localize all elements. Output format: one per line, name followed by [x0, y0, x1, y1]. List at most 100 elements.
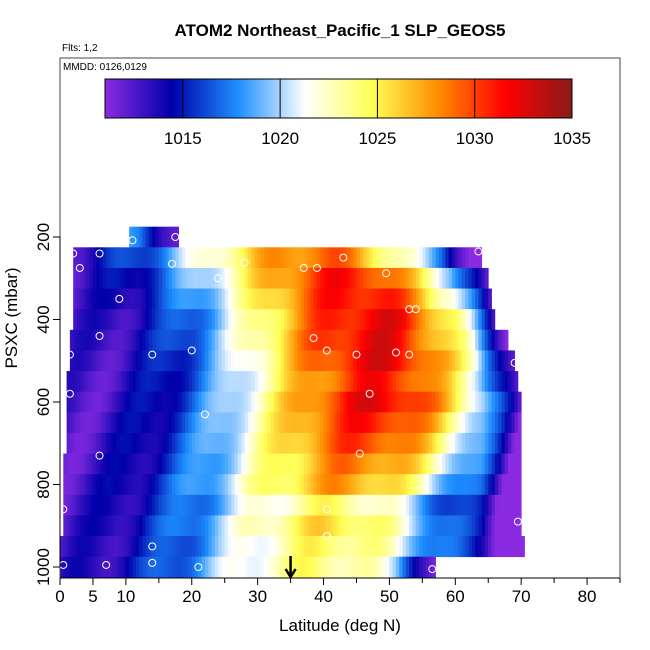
heatmap-cell: [237, 350, 242, 372]
heatmap-cell: [73, 474, 77, 496]
heatmap-cell: [297, 494, 301, 516]
heatmap-cell: [432, 412, 436, 434]
heatmap-cell: [96, 371, 100, 393]
heatmap-cell: [79, 288, 84, 310]
heatmap-cell: [517, 536, 522, 558]
heatmap-cell: [195, 474, 199, 496]
heatmap-cell: [316, 267, 321, 289]
heatmap-cell: [297, 288, 301, 310]
heatmap-cell: [290, 536, 295, 558]
heatmap-cell: [211, 391, 216, 413]
heatmap-cell: [234, 391, 239, 413]
heatmap-cell: [303, 329, 308, 351]
heatmap-cell: [139, 371, 143, 393]
heatmap-cell: [313, 309, 318, 331]
heatmap-cell: [152, 391, 156, 413]
heatmap-cell: [353, 371, 357, 393]
heatmap-cell: [99, 536, 104, 558]
heatmap-cell: [198, 391, 203, 413]
heatmap-cell: [402, 515, 407, 537]
heatmap-cell: [438, 329, 443, 351]
heatmap-cell: [214, 247, 219, 269]
heatmap-cell: [303, 288, 308, 310]
heatmap-cell: [389, 453, 394, 475]
heatmap-cell: [419, 494, 423, 516]
heatmap-cell: [425, 536, 430, 558]
heatmap-cell: [465, 288, 469, 310]
heatmap-cell: [155, 226, 160, 248]
heatmap-cell: [379, 432, 384, 454]
heatmap-cell: [185, 453, 189, 475]
heatmap-cell: [419, 474, 423, 496]
heatmap-cell: [399, 494, 403, 516]
heatmap-cell: [313, 329, 318, 351]
heatmap-cell: [257, 536, 262, 558]
heatmap-cell: [363, 309, 367, 331]
heatmap-cell: [178, 371, 183, 393]
heatmap-cell: [310, 556, 315, 578]
heatmap-cell: [481, 412, 486, 434]
heatmap-cell: [257, 247, 262, 269]
heatmap-cell: [79, 267, 84, 289]
heatmap-cell: [333, 412, 338, 434]
heatmap-cell: [201, 494, 206, 516]
heatmap-cell: [478, 247, 483, 269]
heatmap-cell: [270, 267, 275, 289]
heatmap-cell: [92, 474, 97, 496]
heatmap-cell: [244, 412, 249, 434]
heatmap-cell: [125, 350, 130, 372]
heatmap-cell: [438, 536, 443, 558]
heatmap-cell: [228, 350, 232, 372]
observation-point: [513, 517, 522, 526]
heatmap-cell: [63, 536, 67, 558]
heatmap-cell: [287, 267, 291, 289]
heatmap-cell: [66, 412, 71, 434]
observation-point: [352, 350, 361, 359]
heatmap-cell: [270, 309, 275, 331]
heatmap-cell: [158, 536, 163, 558]
heatmap-cell: [201, 371, 206, 393]
heatmap-cell: [346, 494, 351, 516]
heatmap-cell: [112, 371, 117, 393]
heatmap-cell: [511, 371, 515, 393]
heatmap-cell: [428, 412, 433, 434]
heatmap-cell: [60, 556, 64, 578]
heatmap-cell: [501, 536, 506, 558]
heatmap-cell: [359, 391, 364, 413]
heatmap-cell: [402, 474, 407, 496]
heatmap-cell: [264, 247, 268, 269]
heatmap-cell: [106, 556, 110, 578]
heatmap-cell: [119, 371, 123, 393]
heatmap-cell: [455, 329, 459, 351]
heatmap-cell: [142, 412, 147, 434]
heatmap-cell: [425, 267, 430, 289]
heatmap-cell: [488, 453, 492, 475]
heatmap-cell: [145, 288, 150, 310]
heatmap-cell: [198, 350, 203, 372]
heatmap-cell: [92, 267, 97, 289]
heatmap-cell: [214, 391, 219, 413]
heatmap-cell: [224, 350, 229, 372]
heatmap-cell: [287, 329, 291, 351]
heatmap-cell: [270, 432, 275, 454]
heatmap-cell: [83, 391, 87, 413]
heatmap-cell: [195, 536, 199, 558]
heatmap-cell: [277, 412, 282, 434]
heatmap-cell: [326, 267, 331, 289]
heatmap-cell: [155, 247, 160, 269]
heatmap-cell: [92, 536, 97, 558]
heatmap-cell: [498, 350, 502, 372]
heatmap-cell: [132, 288, 137, 310]
heatmap-cell: [498, 329, 502, 351]
heatmap-cell: [83, 494, 87, 516]
heatmap-cell: [257, 267, 262, 289]
heatmap-cell: [175, 474, 179, 496]
heatmap-cell: [307, 536, 311, 558]
heatmap-cell: [284, 350, 288, 372]
heatmap-cell: [471, 391, 476, 413]
heatmap-cell: [274, 453, 278, 475]
heatmap-cell: [280, 432, 285, 454]
heatmap-cell: [346, 474, 351, 496]
heatmap-cell: [412, 556, 417, 578]
heatmap-cell: [501, 453, 506, 475]
